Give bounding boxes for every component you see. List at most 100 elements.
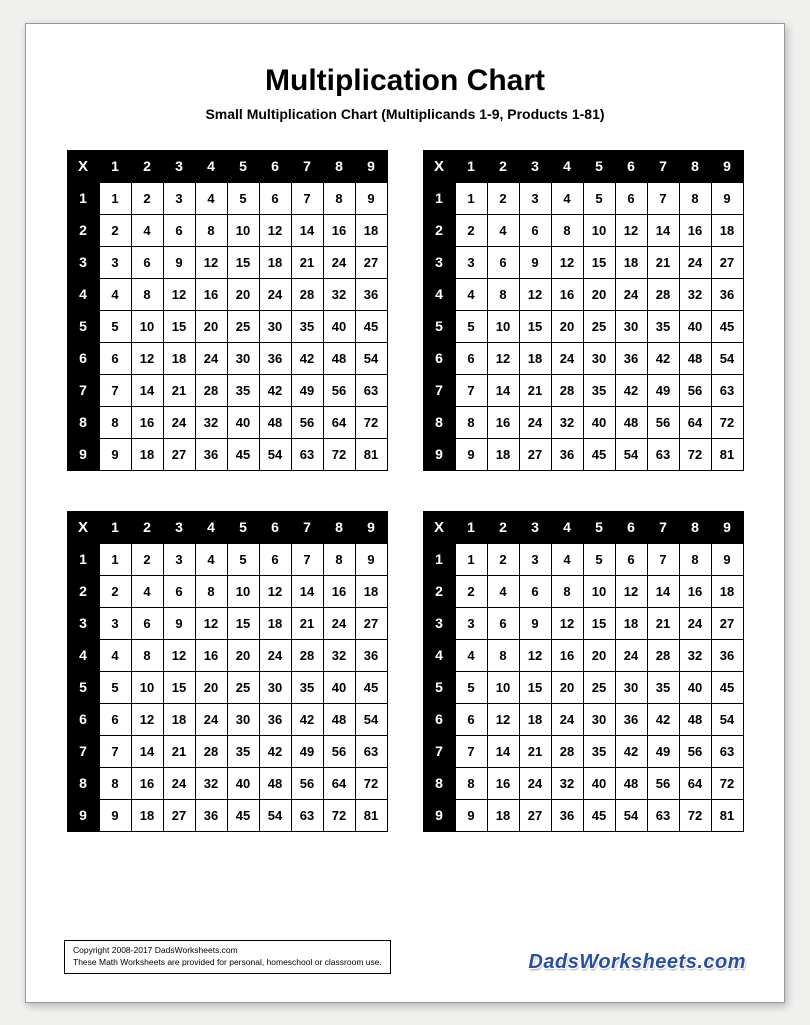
table-cell: 81 <box>355 799 387 831</box>
table-cell: 9 <box>455 799 487 831</box>
table-cell: 12 <box>195 246 227 278</box>
table-cell: 40 <box>679 310 711 342</box>
table-cell: 18 <box>487 799 519 831</box>
table-cell: 20 <box>551 310 583 342</box>
table-cell: 64 <box>679 767 711 799</box>
col-header: 9 <box>355 150 387 182</box>
table-cell: 16 <box>487 406 519 438</box>
table-cell: 27 <box>519 438 551 470</box>
table-cell: 18 <box>131 438 163 470</box>
table-cell: 4 <box>551 182 583 214</box>
row-header: 5 <box>67 310 99 342</box>
table-cell: 18 <box>519 342 551 374</box>
table-cell: 28 <box>551 374 583 406</box>
table-cell: 4 <box>131 214 163 246</box>
table-cell: 56 <box>647 767 679 799</box>
table-cell: 30 <box>259 671 291 703</box>
row-header: 5 <box>423 310 455 342</box>
table-cell: 56 <box>679 374 711 406</box>
table-cell: 81 <box>355 438 387 470</box>
table-cell: 18 <box>259 607 291 639</box>
table-cell: 36 <box>615 342 647 374</box>
table-cell: 18 <box>615 607 647 639</box>
copyright-line-2: These Math Worksheets are provided for p… <box>73 957 382 969</box>
table-cell: 5 <box>455 310 487 342</box>
col-header: 4 <box>195 150 227 182</box>
table-cell: 12 <box>163 639 195 671</box>
table-cell: 18 <box>355 575 387 607</box>
table-cell: 63 <box>647 438 679 470</box>
table-cell: 20 <box>583 639 615 671</box>
table-cell: 24 <box>551 342 583 374</box>
table-cell: 35 <box>647 310 679 342</box>
table-cell: 18 <box>163 703 195 735</box>
table-cell: 10 <box>227 214 259 246</box>
row-header: 7 <box>67 374 99 406</box>
table-cell: 32 <box>551 406 583 438</box>
col-header: 4 <box>551 150 583 182</box>
table-cell: 56 <box>291 406 323 438</box>
table-cell: 72 <box>711 767 743 799</box>
table-cell: 9 <box>163 607 195 639</box>
table-cell: 32 <box>195 767 227 799</box>
table-cell: 12 <box>551 607 583 639</box>
row-header: 5 <box>67 671 99 703</box>
table-cell: 8 <box>455 406 487 438</box>
row-header: 7 <box>423 374 455 406</box>
table-cell: 42 <box>259 374 291 406</box>
row-header: 8 <box>67 406 99 438</box>
table-cell: 2 <box>455 575 487 607</box>
table-cell: 30 <box>259 310 291 342</box>
table-cell: 49 <box>647 735 679 767</box>
col-header: 1 <box>455 150 487 182</box>
table-cell: 6 <box>99 342 131 374</box>
table-cell: 16 <box>195 639 227 671</box>
table-cell: 8 <box>99 767 131 799</box>
table-cell: 7 <box>99 374 131 406</box>
table-cell: 8 <box>323 543 355 575</box>
table-cell: 54 <box>259 438 291 470</box>
table-cell: 16 <box>131 406 163 438</box>
table-cell: 72 <box>323 799 355 831</box>
col-header: 2 <box>131 150 163 182</box>
table-cell: 8 <box>551 575 583 607</box>
table-cell: 35 <box>291 310 323 342</box>
table-cell: 36 <box>711 639 743 671</box>
page-subtitle: Small Multiplication Chart (Multiplicand… <box>64 106 746 122</box>
table-cell: 4 <box>195 182 227 214</box>
table-cell: 1 <box>99 182 131 214</box>
table-cell: 12 <box>131 342 163 374</box>
table-cell: 54 <box>615 438 647 470</box>
table-cell: 10 <box>487 310 519 342</box>
table-cell: 5 <box>227 543 259 575</box>
row-header: 4 <box>423 278 455 310</box>
table-cell: 6 <box>131 246 163 278</box>
table-cell: 63 <box>711 735 743 767</box>
table-cell: 4 <box>131 575 163 607</box>
table-cell: 4 <box>99 639 131 671</box>
table-cell: 21 <box>163 735 195 767</box>
table-cell: 14 <box>647 575 679 607</box>
row-header: 5 <box>423 671 455 703</box>
table-cell: 49 <box>647 374 679 406</box>
table-cell: 35 <box>227 374 259 406</box>
table-cell: 72 <box>323 438 355 470</box>
row-header: 2 <box>423 575 455 607</box>
table-cell: 6 <box>519 214 551 246</box>
table-cell: 6 <box>163 214 195 246</box>
table-cell: 1 <box>455 543 487 575</box>
table-corner: X <box>67 150 99 182</box>
table-cell: 2 <box>131 182 163 214</box>
table-cell: 18 <box>615 246 647 278</box>
table-cell: 48 <box>323 703 355 735</box>
table-cell: 3 <box>519 543 551 575</box>
table-cell: 36 <box>355 278 387 310</box>
table-cell: 35 <box>227 735 259 767</box>
table-cell: 28 <box>647 639 679 671</box>
table-cell: 12 <box>487 342 519 374</box>
table-cell: 32 <box>195 406 227 438</box>
row-header: 8 <box>423 406 455 438</box>
row-header: 9 <box>67 799 99 831</box>
table-cell: 5 <box>583 182 615 214</box>
row-header: 2 <box>67 214 99 246</box>
